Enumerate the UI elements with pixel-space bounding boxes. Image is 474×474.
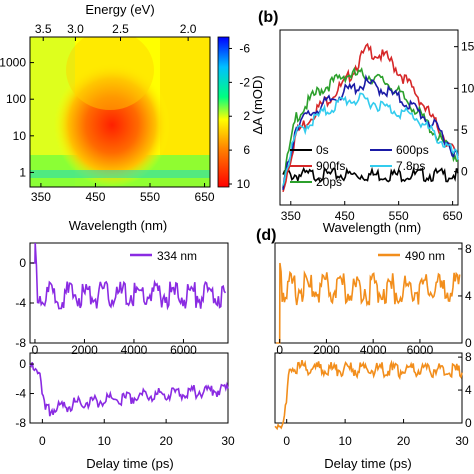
kinetic-top-y-tick-label: -8 <box>15 336 26 350</box>
heatmap-top-tick-label: 3.5 <box>35 22 52 36</box>
heatmap-y-tick-label: 1 <box>19 165 26 179</box>
kinetic-bottom-x-tick-label: 20 <box>397 434 411 448</box>
kinetic-legend-label: 334 nm <box>157 249 197 263</box>
heatmap-top-axis-label: Energy (eV) <box>85 2 154 17</box>
kinetic-bottom-y-tick-label: 0 <box>19 357 26 371</box>
panel-c: 0 2000 4000 6000 0 -4 -8 334 nm 0 10 20 30 0 -4 -8 Del… <box>15 242 235 471</box>
spectra-y-tick-label: 10 <box>461 81 474 95</box>
heatmap-y-tick-label: 1000 <box>0 56 26 70</box>
kinetic-bottom-y-tick-label: 0 <box>465 416 472 430</box>
heatmap-x-tick-label: 550 <box>140 190 160 204</box>
legend-label: 20ps <box>316 175 342 189</box>
spectra-y-tick-label: 15 <box>461 40 474 54</box>
heatmap-x-axis-label: Wavelength (nm) <box>69 218 168 233</box>
heatmap-y-tick-label: 10 <box>13 129 27 143</box>
kinetic-trace-short <box>29 362 229 417</box>
kinetic-top-x-tick-label: 4000 <box>121 343 148 357</box>
spectra-x-tick-label: 350 <box>281 209 301 223</box>
spectra-x-tick-label: 550 <box>389 209 409 223</box>
spectrum-line-7.8ps <box>282 92 459 186</box>
heatmap-top-tick-label: 2.5 <box>112 22 129 36</box>
kinetic-top-y-tick-label: -4 <box>15 296 26 310</box>
heatmap-field <box>30 37 210 187</box>
kinetic-bottom-x-tick-label: 0 <box>283 434 290 448</box>
spectrum-line-900fs <box>282 42 459 193</box>
kinetic-bottom-x-tick-label: 10 <box>98 434 112 448</box>
colorbar-tick-label: 2 <box>243 109 250 123</box>
heatmap-x-tick-label: 450 <box>85 190 105 204</box>
kinetic-bottom-y-tick-label: -8 <box>15 416 26 430</box>
kinetic-top-x-tick-label: 6000 <box>407 343 434 357</box>
d-traces: 0 2000 4000 6000 0 4 8 490 nm 0 10 20 30 0 4 8 <box>274 242 472 448</box>
kinetic-bottom-x-tick-label: 20 <box>159 434 173 448</box>
heatmap-y-tick-label: 100 <box>6 92 26 106</box>
legend-label: 7.8ps <box>396 159 425 173</box>
spectrum-line-600ps <box>282 73 459 190</box>
kinetic-bottom-y-tick-label: 4 <box>465 383 472 397</box>
panel-d: (d) 0 2000 4000 6000 0 4 8 490 nm 0 10 20 30 0 4 8 Del… <box>256 227 472 471</box>
d-x-axis-label: Delay time (ps) <box>324 456 411 471</box>
spectrum-line-0s <box>282 166 459 184</box>
panel-b-label: (b) <box>258 9 278 26</box>
heatmap-top-tick-label: 3.0 <box>67 22 84 36</box>
panel-a: 350 450 550 650 1 10 100 1000 3.5 3.0 2.5 2.0 Ene… <box>0 2 250 233</box>
heatmap-frame <box>29 36 211 188</box>
panel-d-label: (d) <box>256 227 276 244</box>
spectra-lines <box>282 42 459 193</box>
kinetic-bottom-y-tick-label: -4 <box>15 387 26 401</box>
heatmap-top-ticks: 3.5 3.0 2.5 2.0 <box>35 22 197 41</box>
colorbar-tick-label: 6 <box>243 143 250 157</box>
heatmap-y-ticks: 1 10 100 1000 <box>0 56 34 179</box>
c-x-axis-label: Delay time (ps) <box>86 456 173 471</box>
c-traces: 0 2000 4000 6000 0 -4 -8 334 nm 0 10 20 30 0 -4 -8 <box>15 242 235 448</box>
kinetic-bottom-x-tick-label: 30 <box>221 434 235 448</box>
heatmap-x-ticks: 350 450 550 650 <box>31 183 215 204</box>
spectra-frame <box>279 29 459 206</box>
c-top-frame <box>29 242 229 344</box>
legend-label: 0s <box>316 143 329 157</box>
heatmap-x-tick-label: 350 <box>31 190 51 204</box>
spectra-x-ticks: 350 450 550 650 <box>281 201 463 223</box>
heatmap-x-tick-label: 650 <box>195 190 215 204</box>
kinetic-bottom-x-tick-label: 10 <box>338 434 352 448</box>
spectra-x-tick-label: 450 <box>335 209 355 223</box>
spectra-y-ticks: 0 5 10 15 <box>454 40 474 179</box>
d-bottom-frame <box>274 352 463 424</box>
spectra-y-tick-label: 0 <box>461 165 468 179</box>
kinetic-trace-long <box>31 242 227 311</box>
kinetic-top-x-tick-label: 0 <box>32 343 39 357</box>
kinetic-top-y-tick-label: 0 <box>465 336 472 350</box>
colorbar-tick-label: -6 <box>239 41 250 55</box>
kinetic-trace-long <box>276 262 461 344</box>
kinetic-top-x-tick-label: 6000 <box>170 343 197 357</box>
kinetic-top-x-tick-label: 2000 <box>71 343 98 357</box>
colorbar-tick-label: 10 <box>237 177 251 191</box>
legend-label: 900fs <box>316 159 345 173</box>
colorbar-tick-label: -2 <box>239 75 250 89</box>
kinetic-top-y-tick-label: 8 <box>465 242 472 256</box>
spectra-x-axis-label: Wavelength (nm) <box>323 220 422 235</box>
kinetic-top-y-tick-label: 4 <box>465 289 472 303</box>
kinetic-bottom-x-tick-label: 30 <box>455 434 469 448</box>
colorbar-ticks: -6 -2 2 6 10 <box>229 41 250 191</box>
kinetic-top-y-tick-label: 0 <box>19 256 26 270</box>
kinetic-trace-short <box>274 359 463 431</box>
legend-label: 600ps <box>396 143 429 157</box>
kinetic-bottom-x-tick-label: 0 <box>39 434 46 448</box>
kinetic-top-x-tick-label: 2000 <box>313 343 340 357</box>
heatmap-top-tick-label: 2.0 <box>180 22 197 36</box>
panel-b: (b) 350 450 550 650 0 5 10 15 ΔA (mOD) Wavelen… <box>250 9 474 235</box>
c-bottom-frame <box>29 352 229 424</box>
kinetic-top-x-tick-label: 4000 <box>360 343 387 357</box>
spectra-y-tick-label: 5 <box>461 123 468 137</box>
kinetic-legend-label: 490 nm <box>405 249 445 263</box>
spectra-x-tick-label: 650 <box>443 209 463 223</box>
d-top-frame <box>274 242 463 344</box>
kinetic-top-x-tick-label: 0 <box>276 343 283 357</box>
spectra-legend: 0s 900fs 20ps 600ps 7.8ps <box>290 143 429 189</box>
kinetic-bottom-y-tick-label: 8 <box>465 350 472 364</box>
colorbar <box>217 36 230 188</box>
spectra-y-axis-label: ΔA (mOD) <box>250 75 265 134</box>
